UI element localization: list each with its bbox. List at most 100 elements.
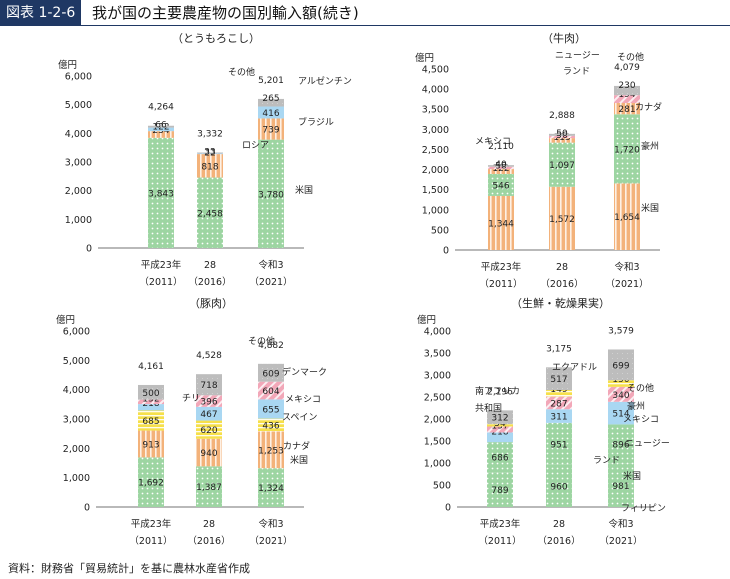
series-callout-label: ニュージー — [625, 439, 670, 449]
bar-value-label: 281 — [618, 105, 635, 115]
y-tick-label: 2,000 — [63, 444, 90, 455]
bar-value-label: 685 — [142, 417, 159, 427]
bar-value-label: 311 — [550, 413, 567, 423]
bar-value-label: 686 — [491, 454, 508, 464]
bar-segment — [549, 135, 575, 139]
y-tick-label: 2,000 — [424, 415, 451, 426]
y-tick-label: 5,000 — [63, 356, 90, 367]
charts-canvas: （とうもろこし） 億円 0 1,000 2,000 3,000 4,000 5,000 6,00… — [56, 31, 670, 547]
x-sub-label: （2016） — [188, 276, 231, 288]
bar-value-label: 340 — [612, 391, 629, 401]
series-callout-label: ランド — [593, 455, 620, 466]
series-callout-label: その他 — [228, 66, 255, 78]
bar-total-label: 3,175 — [546, 344, 572, 354]
y-tick-label: 1,000 — [63, 473, 90, 484]
series-callout-label: その他 — [617, 51, 644, 63]
x-sub-label: （2011） — [479, 278, 522, 290]
y-tick-label: 4,000 — [424, 327, 451, 338]
bar-segment — [258, 468, 284, 507]
bar-value-label: 230 — [618, 81, 635, 91]
y-unit-label: 億円 — [56, 314, 75, 326]
bar-segment — [608, 386, 634, 402]
bar-value-label: 609 — [262, 369, 279, 379]
bar-value-label: 234 — [152, 126, 169, 136]
series-callout-label: フィリピン — [621, 503, 666, 514]
series-callout-label: 共和国 — [475, 403, 502, 414]
bar-segment — [549, 133, 575, 136]
bar-value-label: 312 — [491, 414, 508, 424]
x-tick-label: 令和3 — [608, 518, 633, 530]
bar-value-label: 287 — [550, 399, 567, 409]
y-tick-label: 2,500 — [424, 393, 451, 404]
bar-segment — [197, 154, 223, 178]
bar-value-label: 66 — [155, 121, 167, 131]
x-tick-label: 令和3 — [258, 259, 283, 271]
x-tick-label: 平成23年 — [141, 259, 182, 271]
bar-segment — [614, 114, 640, 184]
corn-chart: （とうもろこし） 億円 0 1,000 2,000 3,000 4,000 5,000 6,00… — [58, 32, 352, 288]
bar-segment — [138, 430, 164, 458]
series-callout-label: メキシコ — [475, 137, 511, 147]
bar-value-label: 1,692 — [138, 479, 164, 489]
y-tick-label: 2,500 — [422, 145, 449, 156]
bar-value-label: 940 — [200, 449, 217, 459]
y-tick-label: 3,500 — [424, 349, 451, 360]
figure-header: 図表 1-2-6 我が国の主要農産物の国別輸入額(続き) — [0, 0, 730, 26]
bar-segment — [488, 169, 514, 174]
y-tick-label: 1,000 — [424, 459, 451, 470]
series-callout-label: 米国 — [641, 202, 659, 214]
series-callout-label: ロシア — [242, 141, 269, 151]
bar-segment — [614, 183, 640, 250]
series-callout-label: ブラジル — [298, 116, 334, 128]
bar-segment — [608, 349, 634, 381]
x-tick-label: 平成23年 — [131, 518, 172, 530]
bar-value-label: 1,720 — [614, 145, 640, 155]
y-tick-label: 0 — [443, 246, 449, 257]
bar-value-label: 396 — [200, 398, 217, 408]
bar-value-label: 1,344 — [488, 219, 514, 229]
x-sub-label: （2016） — [537, 535, 580, 547]
series-callout-label: 米国 — [290, 454, 308, 466]
bar-value-label: 655 — [262, 406, 279, 416]
bar-segment — [258, 106, 284, 119]
bar-segment — [488, 166, 514, 170]
bar-segment — [196, 438, 222, 467]
y-tick-label: 500 — [433, 481, 451, 492]
bar-segment — [258, 118, 284, 140]
bar-value-label: 546 — [492, 181, 509, 191]
y-unit-label: 億円 — [58, 59, 77, 71]
x-sub-label: （2021） — [249, 535, 292, 547]
bar-value-label: 951 — [550, 440, 567, 450]
bar-segment — [258, 399, 284, 419]
bar-value-label: 517 — [550, 375, 567, 385]
bar-value-label: 1,253 — [258, 446, 284, 456]
bar-segment — [196, 466, 222, 507]
series-callout-label: その他 — [627, 382, 654, 394]
series-callout-label: 豪州 — [627, 400, 645, 412]
source-note: 資料：財務省「貿易統計」を基に農林水産省作成 — [8, 562, 250, 575]
bar-value-label: 500 — [142, 389, 159, 399]
bar-segment — [138, 399, 164, 405]
bar-segment — [487, 432, 513, 443]
bar-total-label: 2,110 — [488, 142, 514, 152]
bar-segment — [487, 424, 513, 427]
bar-segment — [549, 138, 575, 143]
y-tick-label: 500 — [431, 225, 449, 236]
bar-segment — [196, 374, 222, 396]
bar-segment — [614, 95, 640, 103]
x-tick-label: 28 — [556, 262, 568, 273]
x-sub-label: （2011） — [139, 276, 182, 288]
bar-segment — [608, 380, 634, 387]
bar-segment — [546, 422, 572, 465]
bar-segment — [148, 131, 174, 138]
bar-value-label: 818 — [201, 162, 218, 172]
header-rule — [0, 25, 730, 26]
series-callout-label: 米国 — [295, 184, 313, 196]
bar-segment — [608, 424, 634, 464]
bar-segment — [549, 142, 575, 187]
bar-segment — [549, 186, 575, 250]
series-callout-label: 南アフリカ — [475, 385, 520, 397]
bar-segment — [258, 431, 284, 469]
x-sub-label: （2011） — [478, 535, 521, 547]
series-callout-label: その他 — [248, 335, 275, 347]
